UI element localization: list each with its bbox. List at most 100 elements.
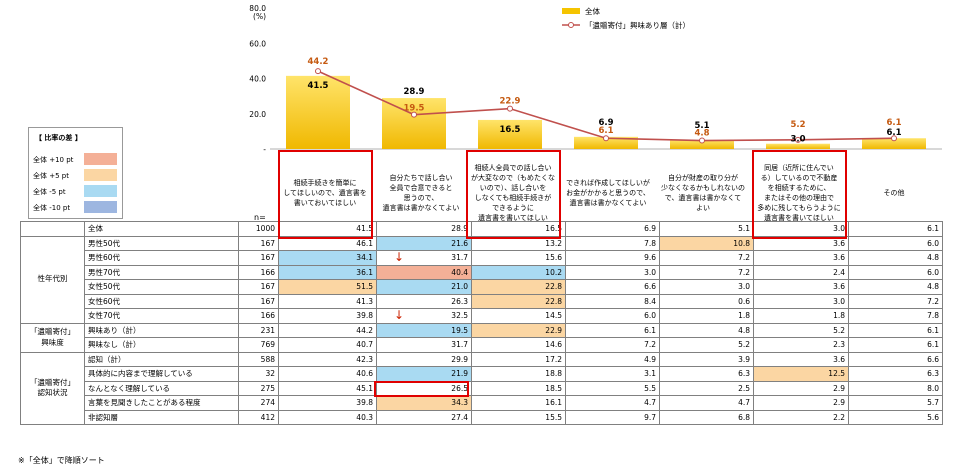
value-cell: 41.5 [278,221,377,237]
down-arrow-icon: ↓ [394,250,405,264]
value-cell: 34.1 [278,250,377,266]
value-cell: 14.5 [471,308,566,324]
n-cell: 231 [238,322,279,338]
table-row: 女性60代 167 41.3 26.3 22.8 8.4 0.6 3.0 7.2 [21,293,943,309]
row-label: 具体的に内容まで理解している [84,366,239,382]
bar-value-label: 5.1 [694,121,709,131]
value-cell: 5.6 [848,409,943,425]
value-cell: 3.1 [565,366,660,382]
line-value-label: 4.8 [694,129,709,139]
n-cell: 167 [238,279,279,295]
table-row: 興味なし（計） 769 40.7 31.7 14.6 7.2 5.2 2.3 6.1 [21,337,943,353]
value-cell: 5.1 [659,221,754,237]
value-cell: 7.8 [848,308,943,324]
value-cell: 22.9 [471,322,566,338]
value-cell: 21.6 [376,235,472,251]
diff-legend-swatch [84,169,117,181]
value-cell: 3.6 [753,250,849,266]
n-label: n= [254,213,266,222]
value-cell: 39.8 [278,395,377,411]
value-cell: 4.9 [565,351,660,367]
row-label: 女性50代 [84,279,239,295]
bar-value-label: 6.1 [886,128,901,138]
n-cell: 275 [238,380,279,396]
value-cell: 19.5 [376,322,472,338]
value-cell: 5.5 [565,380,660,396]
line-value-label: 44.2 [308,57,329,67]
value-cell: 12.5 [753,366,849,382]
value-cell: 5.2 [659,337,754,353]
line-value-label: 19.5 [404,104,425,114]
n-cell: 412 [238,409,279,425]
value-cell: 42.3 [278,351,377,367]
value-cell: 26.3 [376,293,472,309]
diff-legend-swatch [84,201,117,213]
legend-bar-swatch [562,8,580,14]
value-cell: 3.6 [753,235,849,251]
row-label: なんとなく理解している [84,380,239,396]
value-cell: 36.1 [278,264,377,280]
row-label: 興味なし（計） [84,337,239,353]
value-cell: 40.7 [278,337,377,353]
line-point [795,136,801,143]
legend-line-label: 「遺贈寄付」興味あり層（計） [585,20,690,30]
table-row: 全体 1000 41.5 28.9 16.5 6.9 5.1 3.0 6.1 [20,221,943,237]
y-tick-label: 40.0 [249,75,266,84]
value-cell: 2.9 [753,395,849,411]
n-cell: 274 [238,395,279,411]
bar [766,143,830,149]
bar [574,136,638,149]
row-label: 女性70代 [84,308,239,324]
n-cell: 588 [238,351,279,367]
value-cell: 17.2 [471,351,566,367]
value-cell: 26.5 [376,380,472,396]
value-cell: 46.1 [278,235,377,251]
group-cell: 「遺贈寄付」 興味度 [20,322,85,353]
table-row: 「遺贈寄付」 興味度 興味あり（計） 231 44.2 19.5 22.9 6.1 4.8 5.… [20,322,943,353]
row-label: 興味あり（計） [84,322,239,338]
value-cell: 3.0 [753,221,849,237]
diff-legend-label: 全体 -5 pt [33,188,66,196]
y-tick-label: 60.0 [249,39,266,48]
value-cell: 6.0 [848,235,943,251]
n-cell: 769 [238,337,279,353]
value-cell: 9.6 [565,250,660,266]
y-tick-label: 20.0 [249,110,266,119]
category-text: できれば作成してほしいが お金がかかると思うので、 遺言書は書かなくてよい [566,178,650,208]
n-cell: 166 [238,264,279,280]
value-cell: 6.3 [848,366,943,382]
value-cell: 2.5 [659,380,754,396]
y-tick-label: - [263,145,266,154]
line-point [891,135,897,142]
n-cell: 1000 [238,221,279,237]
category-label-1: 相続手続きを簡単に してほしいので、遺言書を 書いておいてほしい [278,150,372,236]
value-cell: 6.1 [565,322,660,338]
value-cell: 2.9 [753,380,849,396]
value-cell: 5.2 [753,322,849,338]
value-cell: 6.6 [565,279,660,295]
value-cell: 27.4 [376,409,472,425]
diff-legend: 【 比率の差 】 全体 +10 pt 全体 +5 pt 全体 -5 pt 全体 … [28,127,123,219]
n-cell: 167 [238,250,279,266]
value-cell: 44.2 [278,322,377,338]
line-point [603,135,609,142]
bar [862,138,926,149]
value-cell: 6.3 [659,366,754,382]
value-cell: 15.5 [471,409,566,425]
value-cell: 2.2 [753,409,849,425]
line-value-label: 6.1 [598,126,613,136]
category-text: 相続人全員での話し合い が大変なので（もめたくな いので）、話し合いを しなくて… [471,163,555,223]
table-row: 言葉を見聞きしたことがある程度 274 39.8 34.3 16.1 4.7 4.7 2.9 5… [21,395,943,411]
category-text: 自分が財産の取り分が 少なくなるかもしれないの で、遺言書は書かなくて よい [661,173,745,213]
row-label: 非認知層 [84,409,239,425]
category-text: 同居（近所に住んでい る）しているので不動産 を相続するために、 またはその他の… [757,163,841,223]
bar-value-label: 16.5 [500,125,521,135]
value-cell: 5.7 [848,395,943,411]
category-label-2: 自分たちで話し合い 全員で合意できると 思うので、 遺言書は書かなくてよい [374,150,468,236]
value-cell: 4.7 [565,395,660,411]
value-cell: 2.3 [753,337,849,353]
diff-legend-label: 全体 +5 pt [33,172,69,180]
value-cell: 29.9 [376,351,472,367]
diff-legend-label: 全体 -10 pt [33,204,71,212]
value-cell: 4.8 [848,279,943,295]
